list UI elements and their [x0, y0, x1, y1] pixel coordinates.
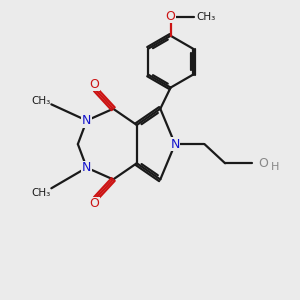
Text: N: N — [170, 138, 180, 151]
Text: CH₃: CH₃ — [196, 12, 216, 22]
Text: N: N — [82, 114, 92, 127]
Text: O: O — [258, 157, 268, 170]
Text: O: O — [166, 10, 176, 22]
Text: O: O — [89, 197, 99, 210]
Text: N: N — [82, 161, 92, 174]
Text: O: O — [89, 78, 99, 91]
Text: CH₃: CH₃ — [32, 188, 51, 198]
Text: CH₃: CH₃ — [32, 96, 51, 106]
Text: H: H — [271, 162, 279, 172]
